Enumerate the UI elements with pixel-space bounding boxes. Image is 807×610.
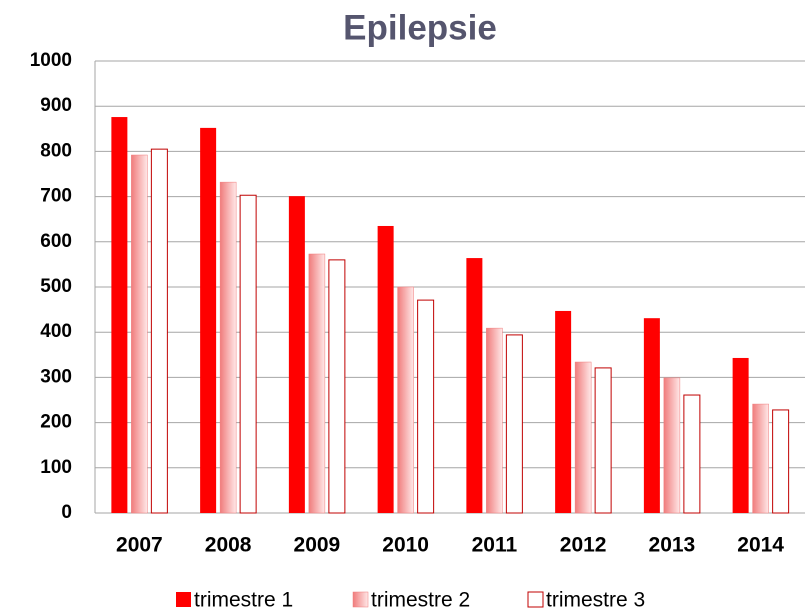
- y-tick-label: 700: [40, 186, 72, 207]
- bar: [505, 334, 523, 514]
- bar: [772, 409, 790, 514]
- bar: [288, 196, 305, 513]
- y-tick-label: 800: [40, 140, 72, 161]
- bar: [328, 259, 346, 514]
- y-tick-label: 500: [40, 276, 72, 297]
- y-tick-label: 400: [40, 321, 72, 342]
- bar: [752, 403, 769, 514]
- bar: [111, 117, 128, 513]
- bar: [131, 154, 148, 514]
- bar: [683, 394, 701, 514]
- y-tick-label: 1000: [30, 50, 72, 71]
- y-tick-label: 0: [61, 502, 72, 523]
- bar: [219, 181, 237, 514]
- y-tick-label: 900: [40, 95, 72, 116]
- legend-swatch: [176, 592, 191, 607]
- bar: [377, 225, 394, 514]
- x-tick-label: 2014: [737, 534, 784, 557]
- x-tick-label: 2009: [294, 534, 341, 557]
- y-tick-label: 100: [40, 457, 72, 478]
- bar: [239, 194, 257, 514]
- legend-label: trimestre 2: [371, 589, 470, 610]
- x-tick-label: 2008: [205, 534, 252, 557]
- bar: [574, 361, 592, 514]
- legend-label: trimestre 3: [546, 589, 645, 610]
- bar: [555, 310, 572, 513]
- bar: [663, 377, 681, 514]
- bar: [150, 148, 168, 514]
- chart-title: Epilepsie: [343, 8, 497, 47]
- y-tick-label: 200: [40, 412, 72, 433]
- x-tick-label: 2012: [560, 534, 607, 557]
- bar: [732, 357, 749, 513]
- bar: [417, 299, 435, 514]
- bar: [594, 367, 612, 514]
- bar: [200, 127, 217, 514]
- bar: [308, 253, 326, 514]
- x-tick-label: 2007: [116, 534, 163, 557]
- bar: [466, 258, 483, 513]
- legend-swatch: [527, 591, 544, 608]
- bar: [643, 318, 660, 513]
- bar: [397, 286, 414, 514]
- x-tick-label: 2013: [649, 534, 696, 557]
- x-tick-label: 2010: [382, 534, 429, 557]
- legend-swatch: [352, 591, 369, 608]
- bar: [486, 327, 503, 514]
- y-tick-label: 600: [40, 231, 72, 252]
- legend-label: trimestre 1: [194, 589, 293, 610]
- y-tick-label: 300: [40, 366, 72, 387]
- x-tick-label: 2011: [472, 534, 518, 557]
